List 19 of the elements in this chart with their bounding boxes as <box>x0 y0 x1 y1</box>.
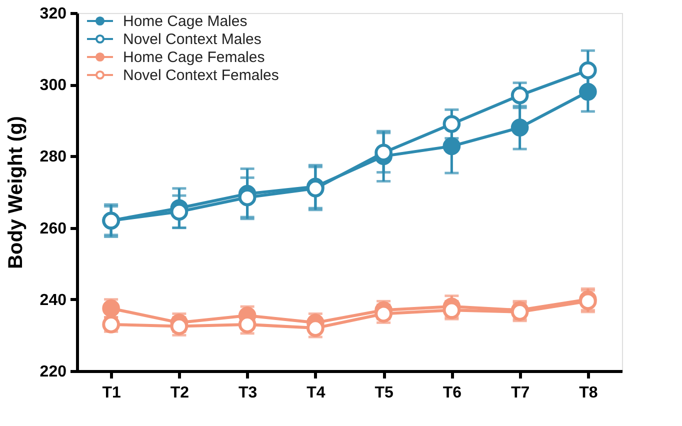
y-tick-label: 280 <box>40 148 67 166</box>
y-tick-label: 220 <box>40 364 67 380</box>
y-axis-title: Body Weight (g) <box>4 116 27 269</box>
legend-label: Novel Context Males <box>123 31 262 48</box>
x-tick-label: T6 <box>442 384 462 402</box>
legend-label: Home Cage Males <box>123 13 248 30</box>
y-tick-label: 260 <box>40 220 67 238</box>
y-tick-label: 300 <box>40 77 67 94</box>
x-tick-label: T1 <box>102 384 121 402</box>
x-tick-label: T7 <box>510 384 530 402</box>
x-tick-label: T8 <box>579 384 598 402</box>
y-tick-label: 240 <box>40 292 67 309</box>
x-tick-label: T4 <box>306 384 326 402</box>
legend-label: Home Cage Females <box>123 49 265 66</box>
y-tick-label: 320 <box>40 6 67 22</box>
x-tick-label: T2 <box>170 384 190 402</box>
x-tick-label: T3 <box>238 384 258 402</box>
legend-label: Novel Context Females <box>123 67 279 84</box>
x-tick-label: T5 <box>374 384 394 402</box>
